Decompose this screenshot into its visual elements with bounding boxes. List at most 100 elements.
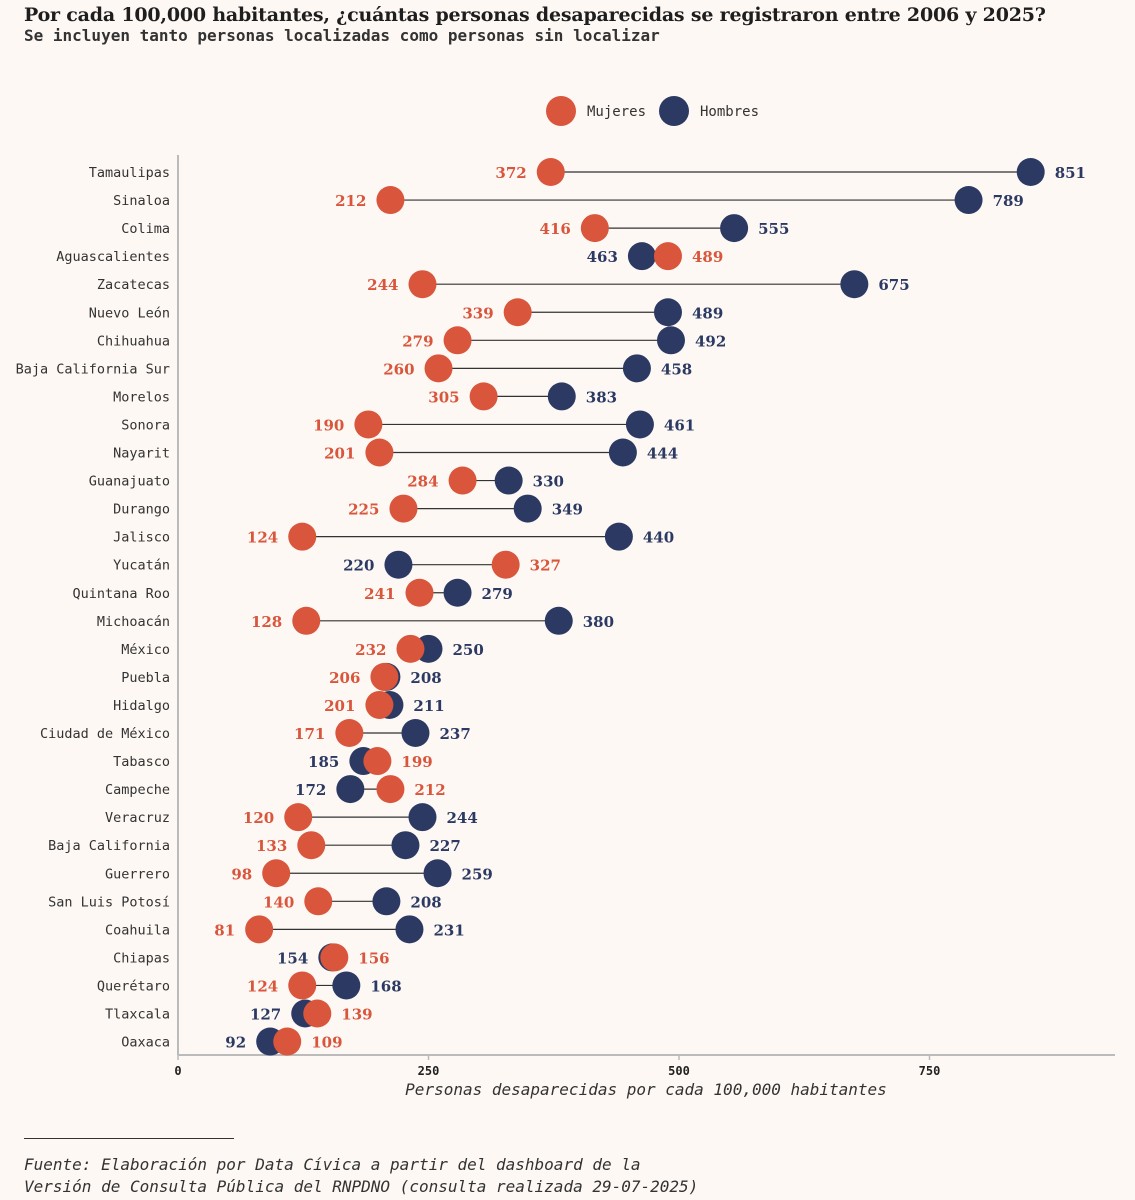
value-label-hombres: 279 (482, 585, 513, 603)
row: Oaxaca 109 92 (121, 1027, 343, 1056)
point-hombres (401, 719, 430, 747)
row: Guerrero 98 259 (105, 859, 493, 888)
value-label-hombres: 211 (413, 697, 444, 715)
value-label-mujeres: 98 (231, 865, 252, 883)
row: México 232 250 (121, 634, 484, 663)
row: Campeche 212 172 (105, 775, 446, 804)
category-label: Morelos (113, 389, 170, 405)
legend-marker-hombres (659, 96, 689, 126)
row: Durango 225 349 (113, 494, 583, 523)
row: Chihuahua 279 492 (97, 326, 726, 355)
value-label-mujeres: 199 (401, 753, 432, 771)
category-label: Coahuila (105, 922, 170, 938)
x-tick-label: 250 (418, 1064, 440, 1078)
row: Sinaloa 212 789 (113, 186, 1024, 215)
value-label-mujeres: 372 (495, 164, 526, 182)
category-label: Campeche (105, 782, 170, 798)
value-label-mujeres: 109 (311, 1034, 342, 1052)
row: Aguascalientes 489 463 (56, 242, 723, 271)
point-mujeres (580, 214, 609, 243)
value-label-hombres: 440 (643, 529, 674, 547)
category-label: Quintana Roo (72, 586, 170, 602)
value-label-hombres: 675 (878, 276, 909, 294)
category-label: Zacatecas (97, 277, 170, 293)
value-label-hombres: 789 (993, 192, 1024, 210)
value-label-hombres: 92 (225, 1034, 246, 1052)
value-label-hombres: 458 (661, 360, 692, 378)
point-hombres (395, 915, 424, 944)
value-label-mujeres: 339 (462, 304, 493, 322)
point-hombres (1016, 158, 1045, 186)
point-mujeres (448, 466, 477, 495)
value-label-hombres: 444 (647, 445, 678, 463)
value-label-mujeres: 124 (247, 529, 278, 547)
value-label-mujeres: 416 (540, 220, 571, 238)
value-label-mujeres: 128 (251, 613, 282, 631)
value-label-mujeres: 327 (530, 557, 561, 575)
value-label-mujeres: 156 (358, 949, 389, 967)
point-hombres (384, 550, 413, 579)
category-label: San Luis Potosí (48, 894, 170, 910)
point-mujeres (491, 550, 520, 579)
point-mujeres (365, 438, 394, 467)
category-label: Tamaulipas (89, 165, 170, 181)
point-mujeres (304, 887, 333, 916)
x-tick-label: 750 (919, 1064, 941, 1078)
point-mujeres (653, 242, 682, 271)
dumbbell-chart: Mujeres Hombres 0 250 500 750 Personas desapa… (16, 96, 1115, 1099)
value-label-mujeres: 81 (214, 921, 235, 939)
value-label-mujeres: 201 (324, 697, 355, 715)
row: Nuevo León 339 489 (89, 298, 723, 327)
point-mujeres (288, 522, 317, 551)
value-label-mujeres: 225 (348, 501, 379, 519)
row: Ciudad de México 171 237 (40, 719, 471, 747)
point-hombres (372, 887, 401, 916)
source-line-1: Fuente: Elaboración por Data Cívica a pa… (24, 1155, 641, 1174)
value-label-mujeres: 171 (294, 725, 325, 743)
row: Baja California Sur 260 458 (16, 354, 692, 383)
category-label: Querétaro (97, 978, 170, 994)
value-label-hombres: 220 (343, 557, 374, 575)
row: Guanajuato 284 330 (89, 466, 564, 495)
value-label-mujeres: 212 (335, 192, 366, 210)
point-mujeres (408, 270, 437, 299)
category-label: Sinaloa (113, 193, 170, 209)
point-hombres (608, 438, 637, 467)
row: Quintana Roo 241 279 (72, 578, 513, 607)
row: Tabasco 199 185 (113, 747, 433, 776)
category-label: Tabasco (113, 754, 170, 770)
point-mujeres (536, 158, 565, 186)
category-label: Ciudad de México (40, 726, 170, 742)
category-label: Michoacán (97, 614, 170, 630)
point-hombres (336, 775, 365, 804)
value-label-hombres: 463 (587, 248, 618, 266)
row: Chiapas 156 154 (113, 943, 390, 972)
point-mujeres (303, 999, 332, 1028)
point-hombres (653, 298, 682, 327)
category-label: Guerrero (105, 866, 170, 882)
point-mujeres (320, 943, 349, 972)
row: Puebla 206 208 (121, 662, 442, 691)
value-label-hombres: 237 (439, 725, 470, 743)
value-label-hombres: 555 (758, 220, 789, 238)
category-label: Durango (113, 502, 170, 518)
point-mujeres (335, 719, 364, 747)
category-label: Puebla (121, 670, 170, 686)
row: Querétaro 124 168 (97, 971, 402, 1000)
category-label: Chihuahua (97, 333, 170, 349)
value-label-hombres: 250 (453, 641, 484, 659)
category-label: Veracruz (105, 810, 170, 826)
point-hombres (622, 354, 651, 383)
point-mujeres (288, 971, 317, 1000)
value-label-mujeres: 120 (243, 809, 274, 827)
point-hombres (443, 578, 472, 607)
point-mujeres (443, 326, 472, 355)
category-label: Baja California Sur (16, 361, 170, 377)
x-axis-label: Personas desaparecidas por cada 100,000 … (405, 1080, 887, 1099)
value-label-hombres: 349 (552, 501, 583, 519)
point-hombres (547, 382, 576, 411)
row: Hidalgo 201 211 (113, 690, 445, 719)
point-hombres (423, 859, 452, 888)
value-label-hombres: 208 (410, 669, 441, 687)
point-mujeres (405, 578, 434, 607)
